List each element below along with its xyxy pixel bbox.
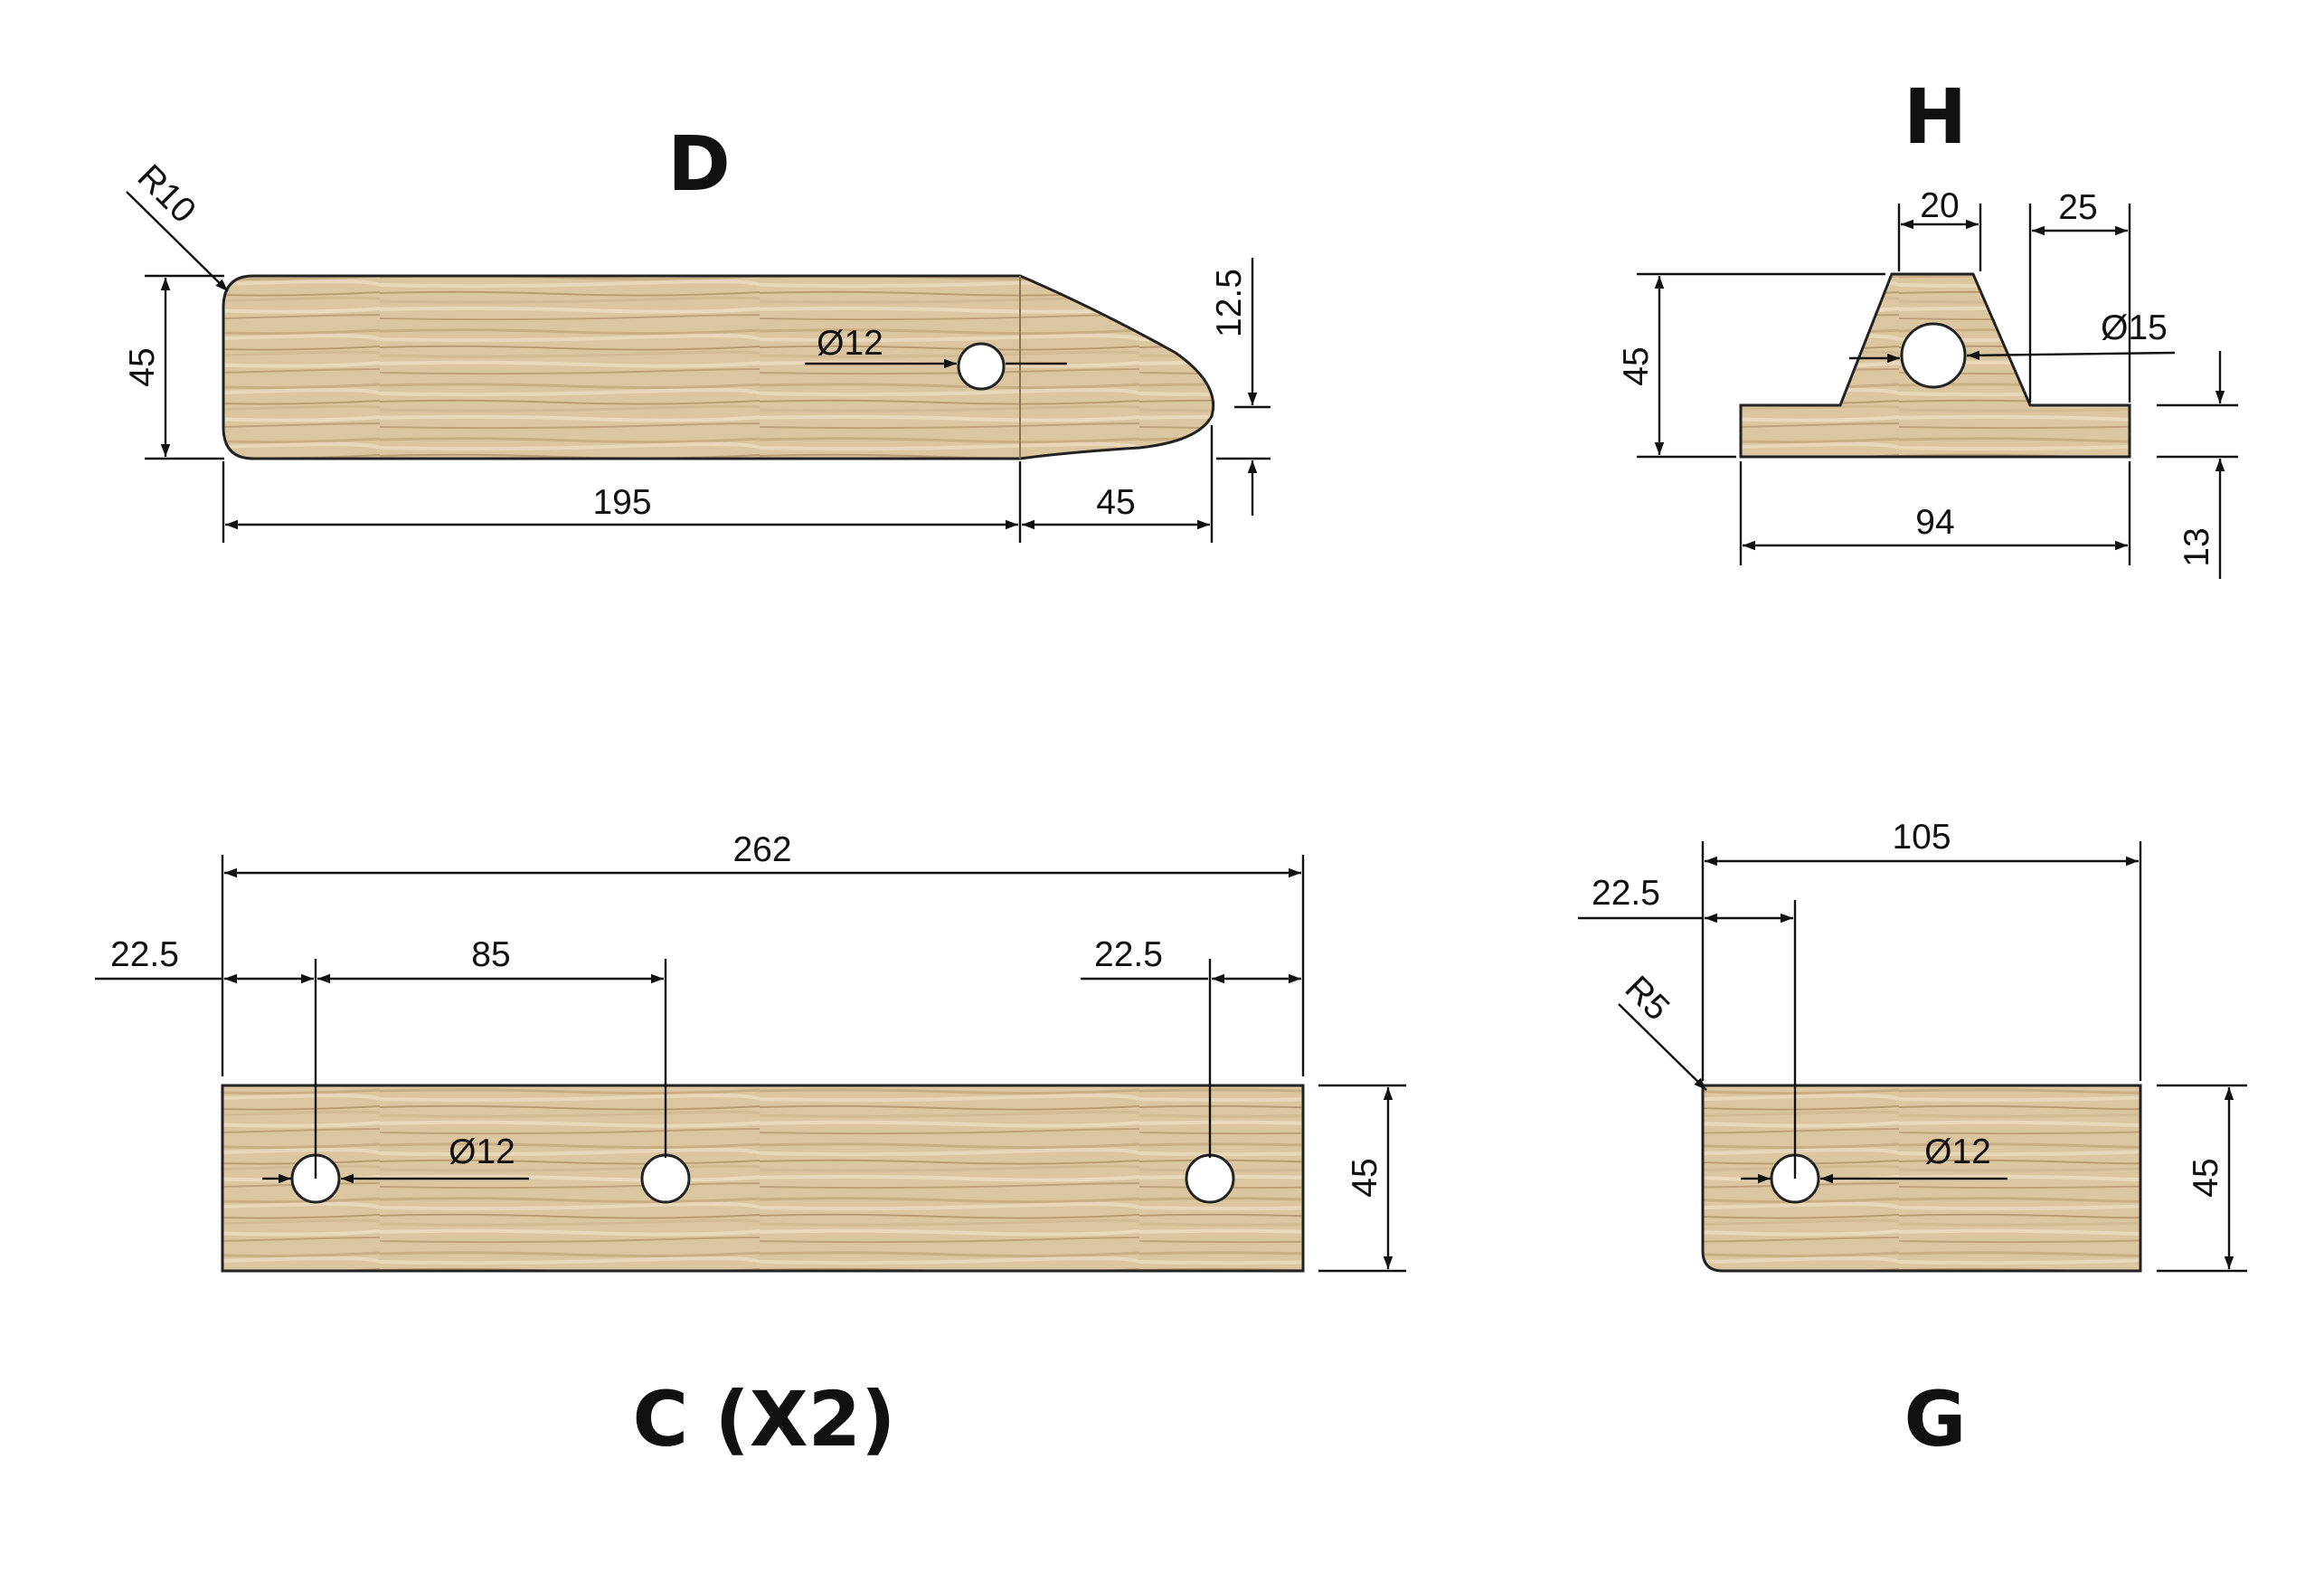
part-c-hole-2 [640, 1153, 691, 1204]
part-h-side-offset-label: 25 [2058, 188, 2097, 227]
part-c-left-offset-label: 22.5 [110, 935, 179, 974]
part-c-hole-3 [1185, 1153, 1235, 1204]
part-h-hole-label: Ø15 [2101, 308, 2168, 347]
part-d-body [222, 274, 1215, 460]
part-c-hole-label: Ø12 [449, 1132, 515, 1171]
part-d: D R10 45 Ø12 12.5 195 45 [123, 119, 1271, 543]
part-h-hole [1900, 322, 1967, 389]
part-d-radius-leader [126, 191, 229, 292]
part-d-body-length-label: 195 [592, 483, 651, 522]
part-g-title: G [1904, 1375, 1967, 1464]
part-c-height-label: 45 [1346, 1158, 1384, 1197]
part-c: 262 22.5 85 22.5 Ø12 45 C (X2) [95, 830, 1406, 1464]
part-d-height-label: 45 [123, 347, 162, 386]
part-c-right-offset-label: 22.5 [1094, 935, 1163, 974]
part-d-title: D [667, 119, 731, 208]
part-d-hole [957, 342, 1006, 391]
part-d-hole-label: Ø12 [817, 324, 883, 363]
part-d-radius-label: R10 [130, 157, 203, 231]
part-d-tip-length-label: 45 [1096, 483, 1135, 522]
part-h-height-label: 45 [1617, 346, 1656, 385]
part-c-overall-length-label: 262 [732, 830, 791, 869]
part-g-radius-label: R5 [1618, 969, 1677, 1028]
part-h-title: H [1904, 72, 1967, 161]
part-h-hole-leader-right [1966, 350, 2176, 361]
part-g-hole-label: Ø12 [1924, 1132, 1991, 1171]
part-h: H 20 25 Ø15 45 94 13 [1617, 72, 2238, 579]
part-c-title: C (X2) [633, 1375, 896, 1464]
part-c-hole-spacing-label: 85 [471, 935, 510, 974]
part-h-base-height-label: 13 [2178, 527, 2216, 566]
part-g-overall-length-label: 105 [1892, 818, 1951, 857]
part-h-base-width-label: 94 [1915, 503, 1954, 542]
part-g-radius-leader [1618, 1003, 1707, 1091]
part-g: 105 22.5 R5 Ø12 45 G [1578, 818, 2247, 1464]
part-g-hole-offset-label: 22.5 [1592, 874, 1660, 913]
part-h-top-width-label: 20 [1920, 186, 1959, 225]
part-d-tip-offset-label: 12.5 [1210, 269, 1249, 337]
part-g-height-label: 45 [2187, 1158, 2225, 1197]
